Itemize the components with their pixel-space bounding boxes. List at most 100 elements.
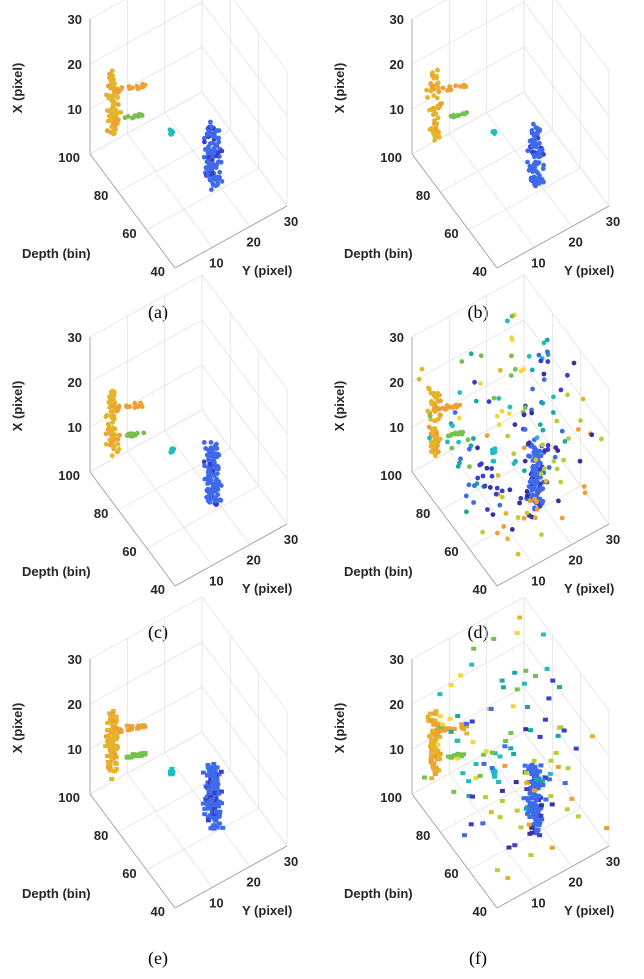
data-point xyxy=(546,465,552,470)
data-point xyxy=(115,437,121,442)
data-point xyxy=(524,796,530,801)
data-point xyxy=(107,394,112,400)
data-point xyxy=(116,102,121,107)
data-point xyxy=(210,773,216,778)
data-point xyxy=(481,761,487,766)
data-point xyxy=(142,751,148,755)
panel-d: 10 20 30 100 80 60 40 10 20 30 X (pixel) Depth (bin… xyxy=(332,274,620,643)
gridline xyxy=(411,319,525,383)
data-point xyxy=(217,169,223,175)
depth-tick-label: 60 xyxy=(122,544,136,559)
depth-tick-label: 80 xyxy=(416,506,430,521)
data-point xyxy=(565,392,570,398)
data-point xyxy=(515,551,521,557)
data-point xyxy=(526,353,532,359)
data-point xyxy=(509,313,515,319)
data-point xyxy=(530,143,535,149)
data-point xyxy=(445,439,450,445)
y-axis-line xyxy=(496,523,610,587)
data-point xyxy=(428,759,434,764)
data-point xyxy=(540,427,546,433)
data-point xyxy=(525,798,531,803)
data-point xyxy=(107,718,113,723)
data-point xyxy=(505,876,511,880)
data-point xyxy=(429,125,435,131)
data-point xyxy=(211,816,217,821)
data-point xyxy=(205,772,211,777)
data-point xyxy=(549,845,555,850)
data-point xyxy=(209,797,215,802)
gridline xyxy=(233,0,288,72)
data-point xyxy=(531,467,536,473)
data-point xyxy=(467,464,472,469)
data-point xyxy=(482,483,488,489)
data-point xyxy=(111,77,116,82)
data-point xyxy=(124,403,129,409)
data-point xyxy=(107,442,113,448)
y-axis-line xyxy=(496,845,610,909)
data-point xyxy=(122,115,128,121)
data-point xyxy=(214,454,220,460)
data-point xyxy=(552,454,558,460)
data-point xyxy=(110,396,116,402)
data-points-b xyxy=(424,67,546,189)
data-point xyxy=(210,783,216,788)
data-point xyxy=(108,409,114,415)
data-point xyxy=(107,71,112,77)
data-point xyxy=(206,469,211,474)
data-point xyxy=(531,780,537,785)
data-point xyxy=(109,428,115,433)
depth-axis-line xyxy=(89,471,176,587)
data-point xyxy=(464,509,469,515)
data-point xyxy=(529,825,535,830)
x-tick-label: 30 xyxy=(390,652,404,667)
y-axis-label: Y (pixel) xyxy=(242,581,292,596)
data-point xyxy=(532,813,538,817)
data-points-f xyxy=(421,615,610,880)
data-point xyxy=(112,81,117,87)
data-point xyxy=(108,752,114,757)
data-point xyxy=(106,75,112,81)
data-point xyxy=(437,734,443,739)
data-point xyxy=(532,788,537,793)
data-point xyxy=(543,776,549,780)
data-point xyxy=(532,827,538,832)
data-point xyxy=(526,822,532,827)
gridline xyxy=(201,274,288,390)
data-point xyxy=(432,137,437,143)
data-point xyxy=(453,83,458,89)
depth-tick-label: 100 xyxy=(58,790,80,805)
data-point xyxy=(112,753,118,758)
data-point xyxy=(205,149,211,155)
data-point xyxy=(456,439,461,445)
y-tick-label: 20 xyxy=(568,553,582,568)
data-point xyxy=(454,404,460,410)
data-point xyxy=(492,448,497,453)
data-point xyxy=(117,432,122,438)
data-point xyxy=(432,718,438,723)
y-axis-label: Y (pixel) xyxy=(564,581,614,596)
gridline xyxy=(449,133,535,248)
data-point xyxy=(545,443,551,448)
data-point xyxy=(111,403,116,409)
y-tick-label: 10 xyxy=(209,573,223,588)
panel-f: 10 20 30 100 80 60 40 10 20 30 X (pixel) Depth (bin… xyxy=(332,596,620,969)
data-point xyxy=(216,772,222,777)
data-point xyxy=(475,445,480,451)
x-tick-label: 20 xyxy=(68,57,82,72)
data-point xyxy=(529,410,535,416)
data-point xyxy=(208,452,214,458)
depth-tick-label: 40 xyxy=(151,904,165,919)
x-tick-label: 20 xyxy=(390,375,404,390)
data-point xyxy=(532,136,538,142)
data-point xyxy=(494,413,500,419)
data-point xyxy=(538,358,544,364)
gridline xyxy=(89,46,203,110)
data-point xyxy=(209,791,215,796)
data-point xyxy=(522,763,528,768)
gridline xyxy=(89,91,203,155)
data-point xyxy=(548,794,554,799)
data-point xyxy=(217,497,223,503)
data-point xyxy=(207,461,213,467)
data-point xyxy=(109,730,115,735)
